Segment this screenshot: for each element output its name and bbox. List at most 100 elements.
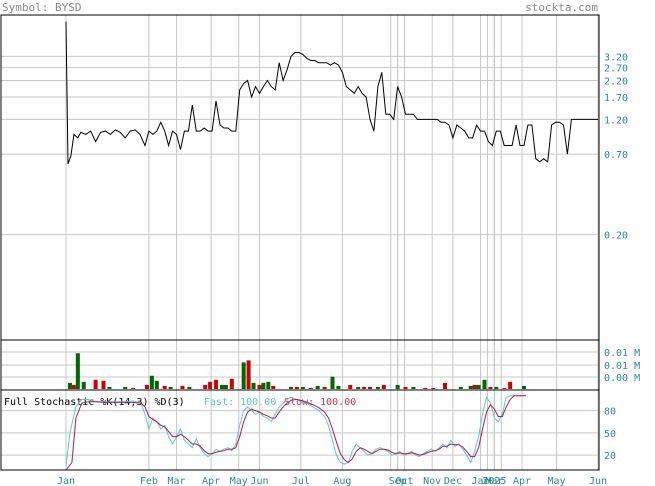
x-tick-label: Mar bbox=[168, 476, 186, 486]
price-y-tick-label: 3.20 bbox=[604, 52, 628, 63]
volume-y-tick-label: 0.01 M bbox=[604, 348, 640, 359]
volume-bar-15 bbox=[187, 386, 192, 389]
stochastic-title: Full Stochastic %K(14,3) %D(3) bbox=[4, 397, 185, 408]
x-tick-label: Jan bbox=[57, 476, 75, 486]
volume-bar-35 bbox=[330, 376, 335, 389]
stochastic-y-tick-label: 80 bbox=[604, 407, 616, 418]
price-y-tick-label: 1.20 bbox=[604, 115, 628, 126]
slow-line bbox=[65, 395, 526, 471]
fast-line bbox=[65, 395, 526, 467]
volume-bar-6 bbox=[107, 386, 112, 389]
x-tick-label: Nov bbox=[423, 476, 441, 486]
price-y-tick-label: 0.20 bbox=[604, 231, 628, 242]
volume-bar-1 bbox=[71, 384, 76, 389]
price-y-tick-label: 2.20 bbox=[604, 76, 628, 87]
volume-bar-22 bbox=[241, 362, 246, 389]
volume-bar-24 bbox=[251, 382, 256, 389]
stochastic-y-tick-label: 50 bbox=[604, 429, 616, 440]
volume-bar-45 bbox=[411, 386, 416, 389]
x-tick-label: May bbox=[230, 476, 248, 486]
volume-bar-39 bbox=[362, 386, 367, 389]
x-tick-label: Jan bbox=[472, 476, 490, 486]
volume-bar-33 bbox=[315, 385, 320, 389]
volume-bar-30 bbox=[294, 386, 299, 389]
x-tick-label: Jun bbox=[250, 476, 268, 486]
volume-bar-44 bbox=[403, 386, 408, 389]
volume-bar-50 bbox=[468, 385, 473, 389]
volume-bar-58 bbox=[521, 385, 526, 389]
volume-bar-8 bbox=[131, 387, 136, 389]
stochastic-y-tick-label: 20 bbox=[604, 451, 616, 462]
volume-bar-57 bbox=[508, 381, 513, 389]
volume-bar-38 bbox=[356, 386, 361, 389]
volume-bar-46 bbox=[423, 387, 428, 389]
volume-y-tick-label: 0.01 M bbox=[604, 361, 640, 372]
stochastic-y-axis: 80 50 20 bbox=[604, 407, 616, 463]
volume-bar-32 bbox=[308, 387, 313, 389]
x-tick-label: 2025 bbox=[482, 476, 506, 486]
volume-bar-13 bbox=[168, 386, 173, 389]
volume-bar-19 bbox=[219, 384, 224, 389]
price-line bbox=[65, 21, 598, 165]
x-tick-label: Apr bbox=[513, 476, 531, 486]
price-y-tick-label: 2.70 bbox=[604, 63, 628, 74]
volume-bar-28 bbox=[271, 385, 276, 389]
x-tick-label: Aug bbox=[333, 476, 351, 486]
x-tick-label: Mar bbox=[485, 476, 503, 486]
volume-bar-10 bbox=[149, 375, 154, 389]
volume-bar-2 bbox=[75, 353, 80, 389]
stochastic-panel: Full Stochastic %K(14,3) %D(3) Fast: 100… bbox=[0, 389, 616, 471]
volume-bar-55 bbox=[494, 386, 499, 389]
volume-bar-54 bbox=[488, 386, 493, 389]
site-label: stockta.com bbox=[525, 1, 598, 14]
price-panel: 3.202.70 2.20 1.70 1.20 0.70 0.20 bbox=[0, 14, 628, 341]
stochastic-frame bbox=[0, 389, 600, 471]
volume-bar-11 bbox=[154, 380, 159, 389]
volume-bar-3 bbox=[81, 381, 86, 389]
volume-bars bbox=[67, 353, 526, 389]
volume-bar-29 bbox=[289, 386, 294, 389]
volume-y-tick-label: 0.00 M bbox=[604, 373, 640, 384]
volume-bar-23 bbox=[246, 360, 251, 389]
volume-bar-43 bbox=[395, 384, 400, 389]
volume-bar-4 bbox=[93, 379, 98, 389]
volume-bar-7 bbox=[123, 386, 128, 389]
price-y-tick-label: 1.70 bbox=[604, 93, 628, 104]
x-tick-label: Feb bbox=[140, 476, 158, 486]
volume-grid bbox=[1, 340, 599, 390]
volume-bar-56 bbox=[502, 387, 507, 389]
volume-bar-48 bbox=[443, 382, 448, 389]
volume-bar-14 bbox=[180, 385, 185, 389]
volume-bar-51 bbox=[472, 384, 477, 389]
volume-y-axis: 0.01 M0.01 M0.00 M bbox=[604, 348, 640, 384]
volume-bar-5 bbox=[101, 380, 106, 389]
volume-bar-16 bbox=[203, 384, 208, 389]
volume-bar-36 bbox=[336, 385, 341, 389]
x-tick-label: Jul bbox=[292, 476, 310, 486]
volume-panel: 0.01 M0.01 M0.00 M bbox=[0, 339, 640, 391]
symbol-label: Symbol: BYSD bbox=[2, 1, 81, 14]
volume-bar-41 bbox=[375, 386, 380, 389]
x-tick-label: May bbox=[548, 476, 566, 486]
volume-bar-31 bbox=[300, 386, 305, 389]
stochastic-grid bbox=[1, 390, 599, 470]
volume-bar-17 bbox=[208, 381, 213, 389]
x-tick-label: Apr bbox=[202, 476, 220, 486]
volume-bar-49 bbox=[458, 386, 463, 389]
x-tick-label: Dec bbox=[444, 476, 462, 486]
volume-bar-25 bbox=[257, 384, 262, 389]
x-tick-label: Sep bbox=[389, 476, 407, 486]
volume-bar-37 bbox=[348, 384, 353, 389]
volume-bar-40 bbox=[368, 386, 372, 389]
fast-label: Fast: 100.00 bbox=[204, 397, 276, 408]
x-tick-label: Jun bbox=[589, 476, 607, 486]
volume-bar-26 bbox=[261, 382, 266, 389]
volume-bar-53 bbox=[482, 379, 487, 389]
volume-bar-20 bbox=[223, 384, 228, 389]
volume-bar-34 bbox=[322, 386, 327, 389]
volume-bar-42 bbox=[381, 384, 386, 389]
volume-bar-47 bbox=[431, 387, 436, 389]
volume-bar-21 bbox=[229, 378, 234, 389]
price-y-tick-label: 0.70 bbox=[604, 150, 628, 161]
